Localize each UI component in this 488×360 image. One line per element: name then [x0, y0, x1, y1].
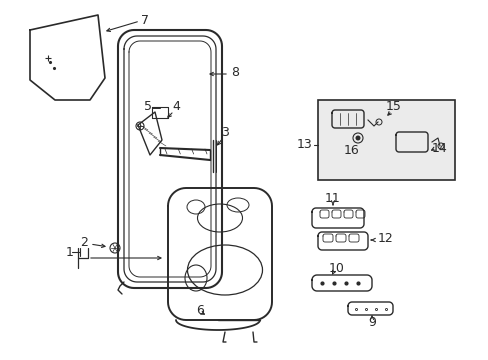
Text: 2: 2 [80, 235, 88, 248]
Circle shape [355, 135, 360, 140]
Text: 6: 6 [196, 303, 203, 316]
Text: 4: 4 [172, 100, 180, 113]
Text: 3: 3 [221, 126, 228, 139]
Text: 15: 15 [385, 100, 401, 113]
Text: 1: 1 [66, 246, 74, 258]
Bar [317, 100, 454, 180]
Text: 5: 5 [143, 100, 152, 113]
Text: 12: 12 [377, 231, 393, 244]
Text: 7: 7 [141, 13, 149, 27]
Text: 14: 14 [431, 141, 447, 154]
Text: 9: 9 [367, 315, 375, 328]
Text: 10: 10 [328, 261, 344, 274]
Text: 13: 13 [297, 139, 312, 152]
Text: 16: 16 [344, 144, 359, 157]
Text: 11: 11 [325, 192, 340, 204]
Text: 8: 8 [230, 66, 239, 78]
